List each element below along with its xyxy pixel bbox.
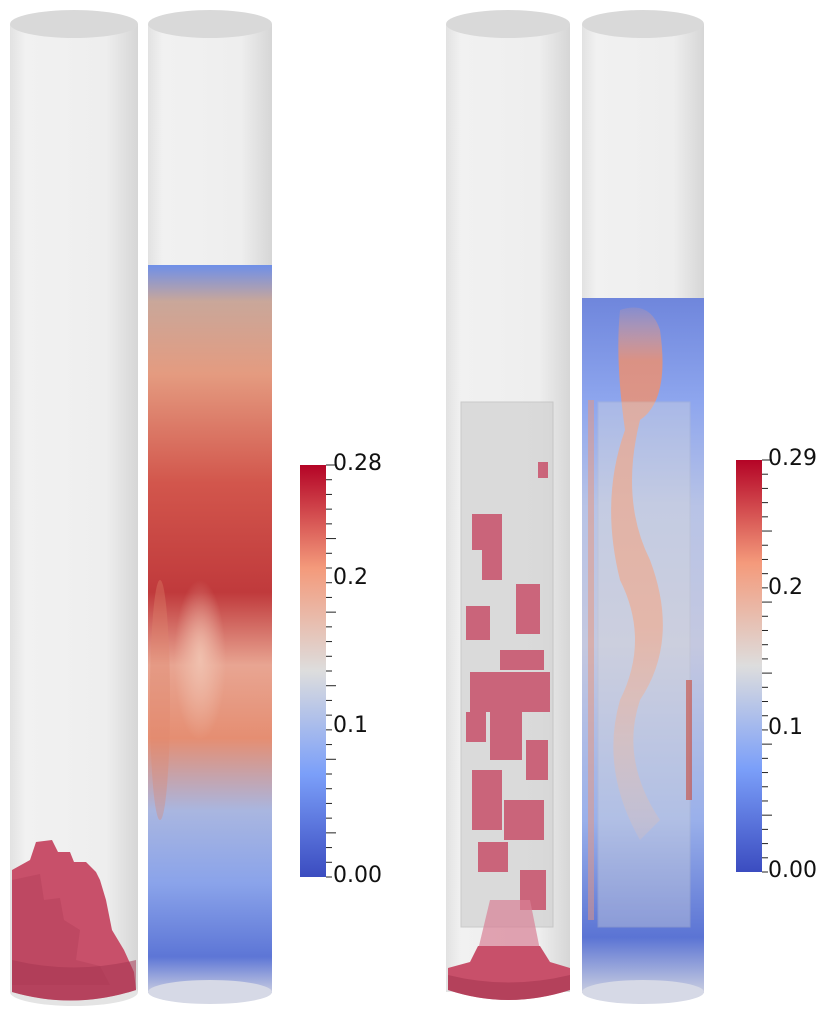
- solid-patches: [466, 462, 550, 910]
- colorbar-2-gradient: [736, 460, 762, 872]
- colorbar-1: [300, 464, 336, 878]
- cylinder-1: [10, 10, 138, 1006]
- colorbar-2-max-label: 0.29: [768, 446, 817, 471]
- cylinder-4: [582, 10, 704, 1004]
- cylinder-2: [148, 10, 272, 1004]
- colorbar-2: [736, 459, 772, 873]
- colorbar-1-gradient: [300, 465, 326, 877]
- colorbar-2-tick-label: 0.1: [768, 715, 803, 740]
- colorbar-1-tick-label: 0.1: [333, 713, 368, 738]
- colorbar-1-max-label: 0.28: [333, 451, 382, 476]
- cylinder-3: [446, 10, 570, 1000]
- colorbar-2-min-label: 0.00: [768, 858, 817, 883]
- colorbar-2-tick-label: 0.2: [768, 575, 803, 600]
- colorbar-1-min-label: 0.00: [333, 863, 382, 888]
- colorbar-1-tick-label: 0.2: [333, 565, 368, 590]
- plume: [611, 307, 663, 840]
